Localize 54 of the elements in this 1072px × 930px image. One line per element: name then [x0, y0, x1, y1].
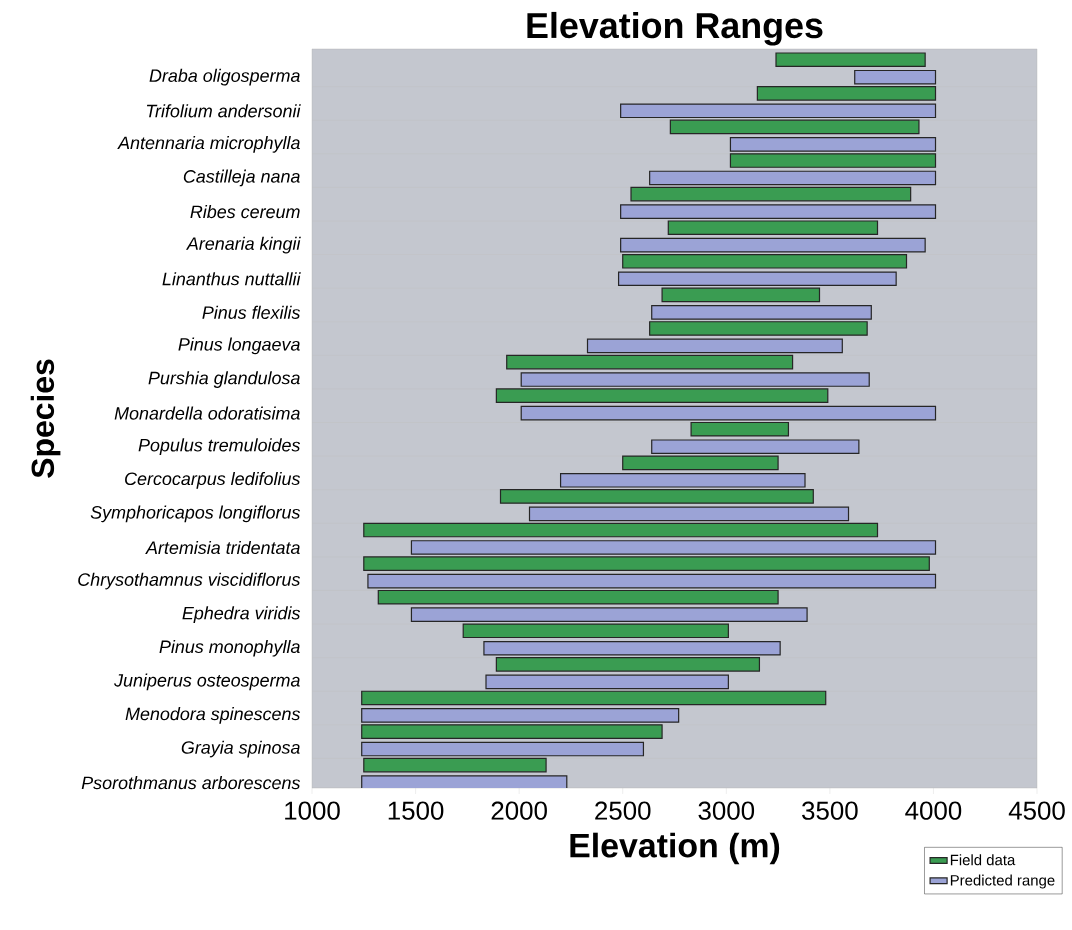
bar	[363, 522, 879, 538]
y-tick-label: Castilleja nana	[183, 169, 300, 187]
bar	[630, 186, 912, 202]
legend-label: Predicted range	[950, 874, 1055, 889]
x-tick-label: 4500	[1008, 801, 1065, 820]
bar	[361, 690, 827, 706]
x-tick-label: 3500	[802, 801, 858, 820]
bar	[520, 405, 937, 421]
y-tick-label: Pinus flexilis	[202, 305, 301, 319]
y-tick-label: Symphoricapos longiflorus	[90, 505, 301, 523]
bar	[361, 741, 645, 757]
bar	[485, 674, 729, 690]
y-tick-label: Psorothmanus arborescens	[81, 776, 301, 790]
legend-label: Field data	[950, 854, 1016, 866]
chart-title: Elevation Ranges	[527, 11, 823, 46]
y-tick-label: Grayia spinosa	[181, 740, 300, 758]
y-tick-label: Populus tremuloides	[138, 438, 301, 456]
x-tick-label: 2000	[491, 801, 547, 820]
x-tick-label: 2500	[595, 801, 651, 820]
x-axis-title: Elevation (m)	[570, 832, 780, 865]
bar	[669, 119, 920, 135]
y-tick-label: Cercocarpus ledifolius	[125, 471, 301, 489]
y-tick-label: Pinus monophylla	[159, 639, 300, 657]
bar	[528, 506, 850, 522]
bar	[617, 271, 897, 287]
bar	[620, 103, 937, 119]
y-tick-label: Ribes cereum	[190, 204, 300, 219]
bar	[367, 573, 937, 589]
bar	[690, 421, 790, 437]
bar	[649, 170, 937, 186]
bar	[661, 287, 821, 303]
bar	[377, 589, 779, 605]
x-tick-label: 3000	[698, 801, 755, 820]
y-tick-label: Chrysothamnus viscidiflorus	[78, 572, 301, 590]
bar	[775, 52, 926, 68]
y-tick-label: Monardella odoratisima	[114, 406, 300, 420]
bar	[506, 354, 794, 370]
x-tick-label: 1000	[285, 801, 340, 820]
y-tick-label: Ephedra viridis	[182, 606, 301, 624]
y-tick-label: Artemisia tridentata	[145, 540, 300, 555]
y-tick-label: Menodora spinescens	[125, 707, 301, 724]
y-tick-label: Pinus longaeva	[178, 337, 300, 355]
bar	[363, 757, 547, 773]
bar	[586, 338, 843, 354]
y-tick-label: Antennaria microphylla	[117, 136, 300, 153]
x-tick-label: 1500	[388, 801, 444, 820]
y-axis-title: Species	[30, 359, 61, 478]
y-tick-label: Juniperus osteosperma	[114, 673, 300, 691]
y-tick-label: Purshia glandulosa	[148, 371, 300, 388]
y-tick-label: Draba oligosperma	[149, 68, 300, 86]
y-tick-label: Trifolium andersonii	[146, 104, 301, 118]
x-tick-label: 4000	[905, 801, 962, 820]
y-tick-label: Arenaria kingii	[185, 236, 301, 254]
y-tick-label: Linanthus nuttallii	[162, 272, 301, 286]
